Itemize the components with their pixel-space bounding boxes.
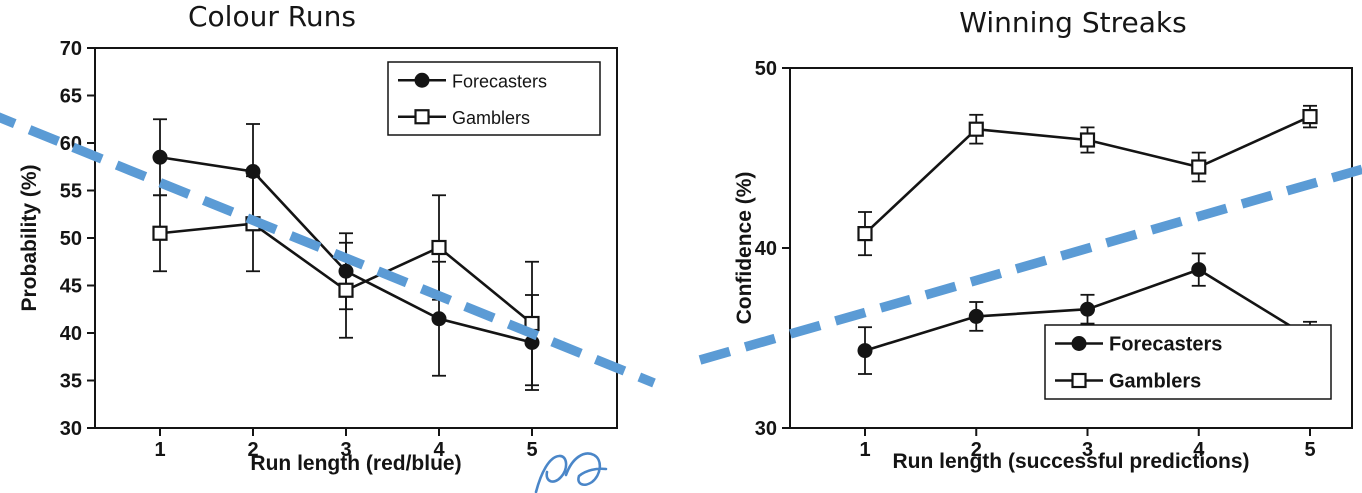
marker-filled-circle (414, 72, 430, 88)
marker-open-square (152, 225, 168, 241)
x-axis-label: Run length (red/blue) (250, 452, 462, 475)
marker-filled-circle (857, 343, 873, 359)
marker-filled-circle (245, 164, 261, 179)
marker-filled-circle (524, 335, 540, 350)
marker-open-square (857, 226, 873, 242)
chart-winning-streaks: Winning Streaks Confidence (%) Run lengt… (700, 0, 1362, 493)
y-tick-label: 55 (60, 181, 82, 203)
x-tick-label: 3 (340, 439, 351, 461)
marker-open-square (1191, 159, 1207, 175)
x-tick-label: 4 (1193, 439, 1205, 461)
chart-colour-runs: Colour Runs Probability (%) Run length (… (0, 0, 660, 493)
x-tick-label: 5 (1304, 439, 1315, 461)
marker-filled-circle (1080, 301, 1095, 317)
y-tick-label: 45 (60, 276, 82, 298)
x-tick-label: 3 (1082, 439, 1093, 461)
y-tick-label: 40 (60, 323, 82, 345)
marker-open-square (524, 315, 540, 332)
legend-label: Forecasters (452, 71, 547, 91)
y-tick-label: 50 (60, 228, 82, 250)
x-axis-label: Run length (successful predictions) (892, 450, 1250, 473)
marker-filled-circle (152, 149, 168, 165)
x-tick-label: 4 (433, 439, 445, 461)
marker-open-square (1302, 108, 1318, 125)
y-tick-label: 30 (60, 418, 82, 440)
legend-label: Forecasters (1109, 334, 1222, 356)
y-tick-label: 60 (60, 133, 82, 155)
x-tick-label: 5 (526, 439, 537, 461)
chart-title: Colour Runs (187, 0, 357, 33)
legend-label: Gamblers (1109, 371, 1201, 393)
marker-open-square (245, 216, 261, 232)
x-tick-label: 2 (247, 439, 258, 461)
marker-filled-circle (1071, 336, 1087, 351)
marker-open-square (1079, 132, 1096, 148)
y-tick-label: 30 (755, 418, 777, 440)
plot-area-winning-streaks: 30 40 50 1 2 3 4 5 Forecasters Gamblers (755, 58, 1353, 461)
marker-filled-circle (968, 308, 984, 324)
y-tick-label: 35 (60, 371, 82, 393)
marker-filled-circle (1191, 262, 1207, 278)
y-tick-label: 70 (60, 38, 82, 60)
marker-filled-circle (338, 263, 354, 279)
legend-label: Gamblers (452, 108, 530, 128)
marker-open-square (414, 109, 430, 125)
marker-open-square (431, 239, 447, 256)
y-tick-label: 40 (755, 238, 777, 260)
y-tick-label: 50 (755, 58, 777, 80)
x-tick-label: 1 (154, 439, 165, 461)
marker-open-square (1071, 372, 1087, 389)
chart-title: Winning Streaks (959, 6, 1187, 39)
marker-open-square (968, 121, 984, 137)
x-tick-label: 2 (971, 439, 982, 461)
marker-open-square (338, 282, 354, 298)
x-tick-label: 1 (859, 439, 870, 461)
marker-filled-circle (431, 311, 447, 327)
y-tick-label: 65 (60, 86, 82, 108)
